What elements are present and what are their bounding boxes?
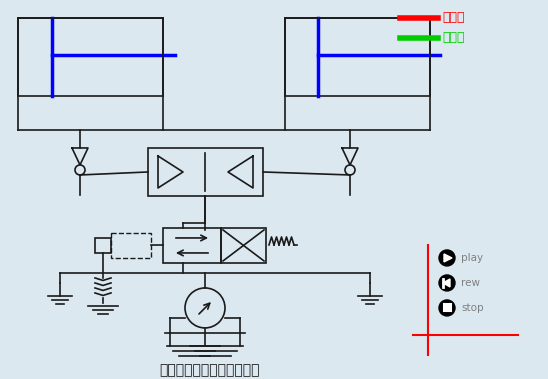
Bar — [443, 304, 450, 312]
Text: 回油路: 回油路 — [442, 31, 465, 44]
Text: stop: stop — [461, 303, 484, 313]
Text: 采用分流集流阀的同步回路: 采用分流集流阀的同步回路 — [160, 363, 260, 377]
Bar — [221, 228, 266, 263]
Polygon shape — [444, 254, 452, 262]
Circle shape — [439, 250, 455, 266]
Text: rew: rew — [461, 278, 480, 288]
Polygon shape — [443, 279, 450, 287]
Bar — [163, 228, 221, 263]
Text: 进油路: 进油路 — [442, 11, 465, 25]
Bar — [285, 18, 430, 96]
Bar — [18, 18, 163, 96]
Bar — [148, 148, 263, 196]
Bar — [95, 238, 111, 253]
Circle shape — [439, 275, 455, 291]
Text: play: play — [461, 253, 483, 263]
Bar — [111, 233, 151, 258]
Circle shape — [439, 300, 455, 316]
